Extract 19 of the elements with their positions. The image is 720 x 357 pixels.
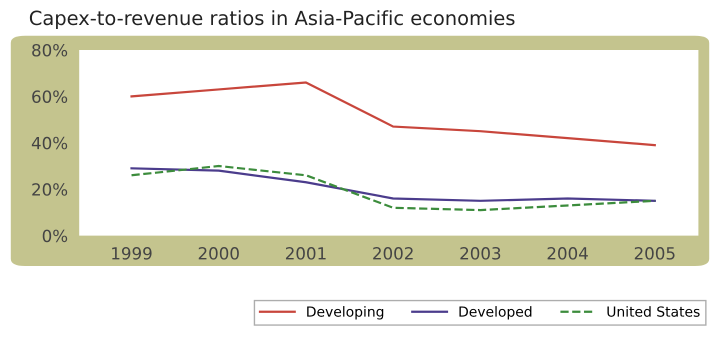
y-tick-label: 40%: [32, 136, 68, 150]
chart-title: Capex-to-revenue ratios in Asia-Pacific economies: [30, 10, 515, 30]
line-series: [130, 81, 656, 146]
line-series: [130, 164, 656, 212]
y-tick-label: 80%: [32, 44, 68, 57]
line-series: [130, 167, 656, 202]
x-tick-label: 2002: [373, 247, 413, 260]
x-tick-label: 2005: [634, 247, 675, 260]
x-tick-label: 2000: [198, 247, 239, 260]
y-tick-label: 60%: [32, 90, 68, 103]
legend-label: United States: [607, 306, 700, 317]
y-tick-label: 0%: [42, 230, 68, 242]
legend-label: Developing: [307, 306, 384, 320]
x-tick-label: 2001: [286, 247, 326, 260]
x-tick-label: 2004: [548, 247, 588, 260]
x-tick-label: 2003: [460, 247, 500, 260]
legend-label: Developed: [459, 306, 532, 320]
y-tick-label: 20%: [32, 183, 68, 196]
x-tick-label: 1999: [112, 247, 152, 260]
